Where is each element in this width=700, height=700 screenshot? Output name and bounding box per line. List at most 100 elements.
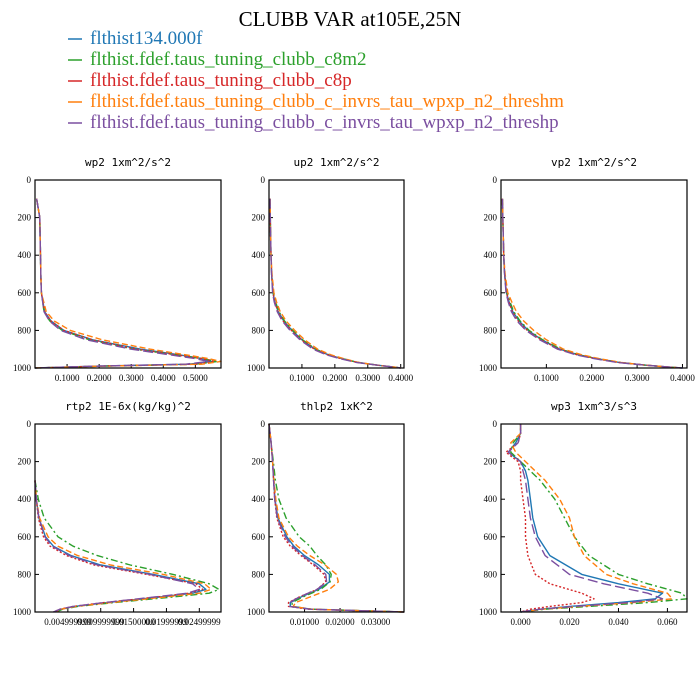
panel-title: thlp2 1xK^2 [300, 400, 373, 413]
series-line [501, 198, 683, 369]
y-tick-label: 400 [252, 494, 266, 504]
y-tick-label: 800 [18, 325, 32, 335]
legend: flthist134.000fflthist.fdef.taus_tuning_… [68, 28, 564, 133]
panel-title: vp2 1xm^2/s^2 [551, 156, 637, 169]
y-tick-label: 800 [252, 569, 266, 579]
y-tick-label: 200 [252, 457, 266, 467]
series-line [268, 423, 405, 613]
panel-title: up2 1xm^2/s^2 [293, 156, 379, 169]
y-tick-label: 400 [18, 250, 32, 260]
y-tick-label: 0 [493, 175, 498, 185]
series-line [34, 198, 219, 369]
chart-panel: wp3 1xm^3/s^3 0 200 400 600 800 1000 0.000 0.020… [479, 400, 688, 627]
x-tick-label: 0.01500000 [112, 617, 155, 627]
x-tick-label: 0.040 [608, 617, 629, 627]
y-tick-label: 800 [252, 325, 266, 335]
legend-entry: flthist134.000f [90, 28, 203, 49]
plot-frame [500, 423, 688, 613]
y-tick-label: 1000 [13, 607, 32, 617]
legend-entry: flthist.fdef.taus_tuning_clubb_c_invrs_t… [90, 91, 564, 112]
y-tick-label: 800 [484, 569, 498, 579]
y-tick-label: 0 [493, 419, 498, 429]
chart-panel: rtp2 1E-6x(kg/kg)^2 0 200 400 600 800 1000 0.00… [13, 400, 222, 627]
y-tick-label: 800 [18, 569, 32, 579]
plot-frame [268, 179, 405, 369]
plot-frame [500, 179, 688, 369]
series-line [34, 480, 212, 613]
x-tick-label: 0.3000 [625, 373, 650, 383]
panel-title: wp2 1xm^2/s^2 [85, 156, 171, 169]
y-tick-label: 200 [18, 457, 32, 467]
series-line [34, 480, 204, 613]
series-line [269, 198, 401, 369]
chart-panel: up2 1xm^2/s^2 0 200 400 600 800 1000 0.1000 0.20… [247, 156, 414, 383]
x-tick-label: 0.01000 [290, 617, 320, 627]
x-tick-label: 0.000 [510, 617, 531, 627]
x-tick-label: 0.1000 [534, 373, 559, 383]
y-tick-label: 1000 [247, 363, 266, 373]
series-line [501, 198, 683, 369]
x-tick-label: 0.4000 [388, 373, 413, 383]
legend-entry: flthist.fdef.taus_tuning_clubb_c_invrs_t… [90, 112, 559, 133]
y-tick-label: 1000 [13, 363, 32, 373]
x-tick-label: 0.004999999 [44, 617, 92, 627]
series-line [269, 198, 401, 369]
series-line [34, 480, 220, 613]
x-tick-label: 0.02000 [325, 617, 355, 627]
y-tick-label: 400 [484, 250, 498, 260]
x-tick-label: 0.2000 [579, 373, 604, 383]
y-tick-label: 800 [484, 325, 498, 335]
y-tick-label: 600 [484, 288, 498, 298]
series-line [268, 423, 405, 613]
figure-title: CLUBB VAR at105E,25N [239, 7, 462, 31]
chart-panel: thlp2 1xK^2 0 200 400 600 800 1000 0.01000 0.020… [247, 400, 405, 627]
x-tick-label: 0.020 [559, 617, 580, 627]
series-line [268, 423, 405, 613]
y-tick-label: 400 [18, 494, 32, 504]
y-tick-label: 600 [18, 288, 32, 298]
x-tick-label: 0.2000 [87, 373, 112, 383]
x-tick-label: 0.01999999 [145, 617, 188, 627]
series-line [34, 480, 207, 613]
x-tick-label: 0.03000 [361, 617, 391, 627]
y-tick-label: 1000 [479, 363, 498, 373]
y-tick-label: 200 [484, 213, 498, 223]
legend-entry: flthist.fdef.taus_tuning_clubb_c8p [90, 70, 352, 91]
panel-title: rtp2 1E-6x(kg/kg)^2 [65, 400, 191, 413]
series-line [268, 423, 405, 613]
y-tick-label: 200 [484, 457, 498, 467]
x-tick-label: 0.1000 [55, 373, 80, 383]
series-line [507, 424, 664, 613]
y-tick-label: 600 [484, 532, 498, 542]
y-tick-label: 600 [252, 288, 266, 298]
panels: wp2 1xm^2/s^2 0 200 400 600 800 1000 0.1000 0.20… [13, 156, 695, 627]
x-tick-label: 0.3000 [355, 373, 380, 383]
series-line [34, 480, 201, 613]
chart-panel: vp2 1xm^2/s^2 0 200 400 600 800 1000 0.1000 0.20… [479, 156, 695, 383]
chart-panel: wp2 1xm^2/s^2 0 200 400 600 800 1000 0.1000 0.20… [13, 156, 222, 383]
y-tick-label: 0 [27, 175, 32, 185]
plot-frame [34, 423, 222, 613]
series-line [507, 424, 664, 613]
series-line [510, 424, 688, 613]
series-line [501, 198, 683, 369]
y-tick-label: 200 [252, 213, 266, 223]
x-tick-label: 0.5000 [183, 373, 208, 383]
y-tick-label: 1000 [479, 607, 498, 617]
y-tick-label: 0 [261, 419, 266, 429]
series-line [34, 198, 213, 369]
series-line [501, 198, 683, 369]
x-tick-label: 0.02499999 [178, 617, 221, 627]
plot-frame [268, 423, 405, 613]
panel-title: wp3 1xm^3/s^3 [551, 400, 637, 413]
plot-frame [34, 179, 222, 369]
series-line [34, 198, 222, 369]
x-tick-label: 0.1000 [290, 373, 315, 383]
legend-entry: flthist.fdef.taus_tuning_clubb_c8m2 [90, 49, 367, 70]
x-tick-label: 0.2000 [322, 373, 347, 383]
series-line [269, 198, 401, 369]
series-line [269, 198, 401, 369]
y-tick-label: 0 [261, 175, 266, 185]
y-tick-label: 1000 [247, 607, 266, 617]
